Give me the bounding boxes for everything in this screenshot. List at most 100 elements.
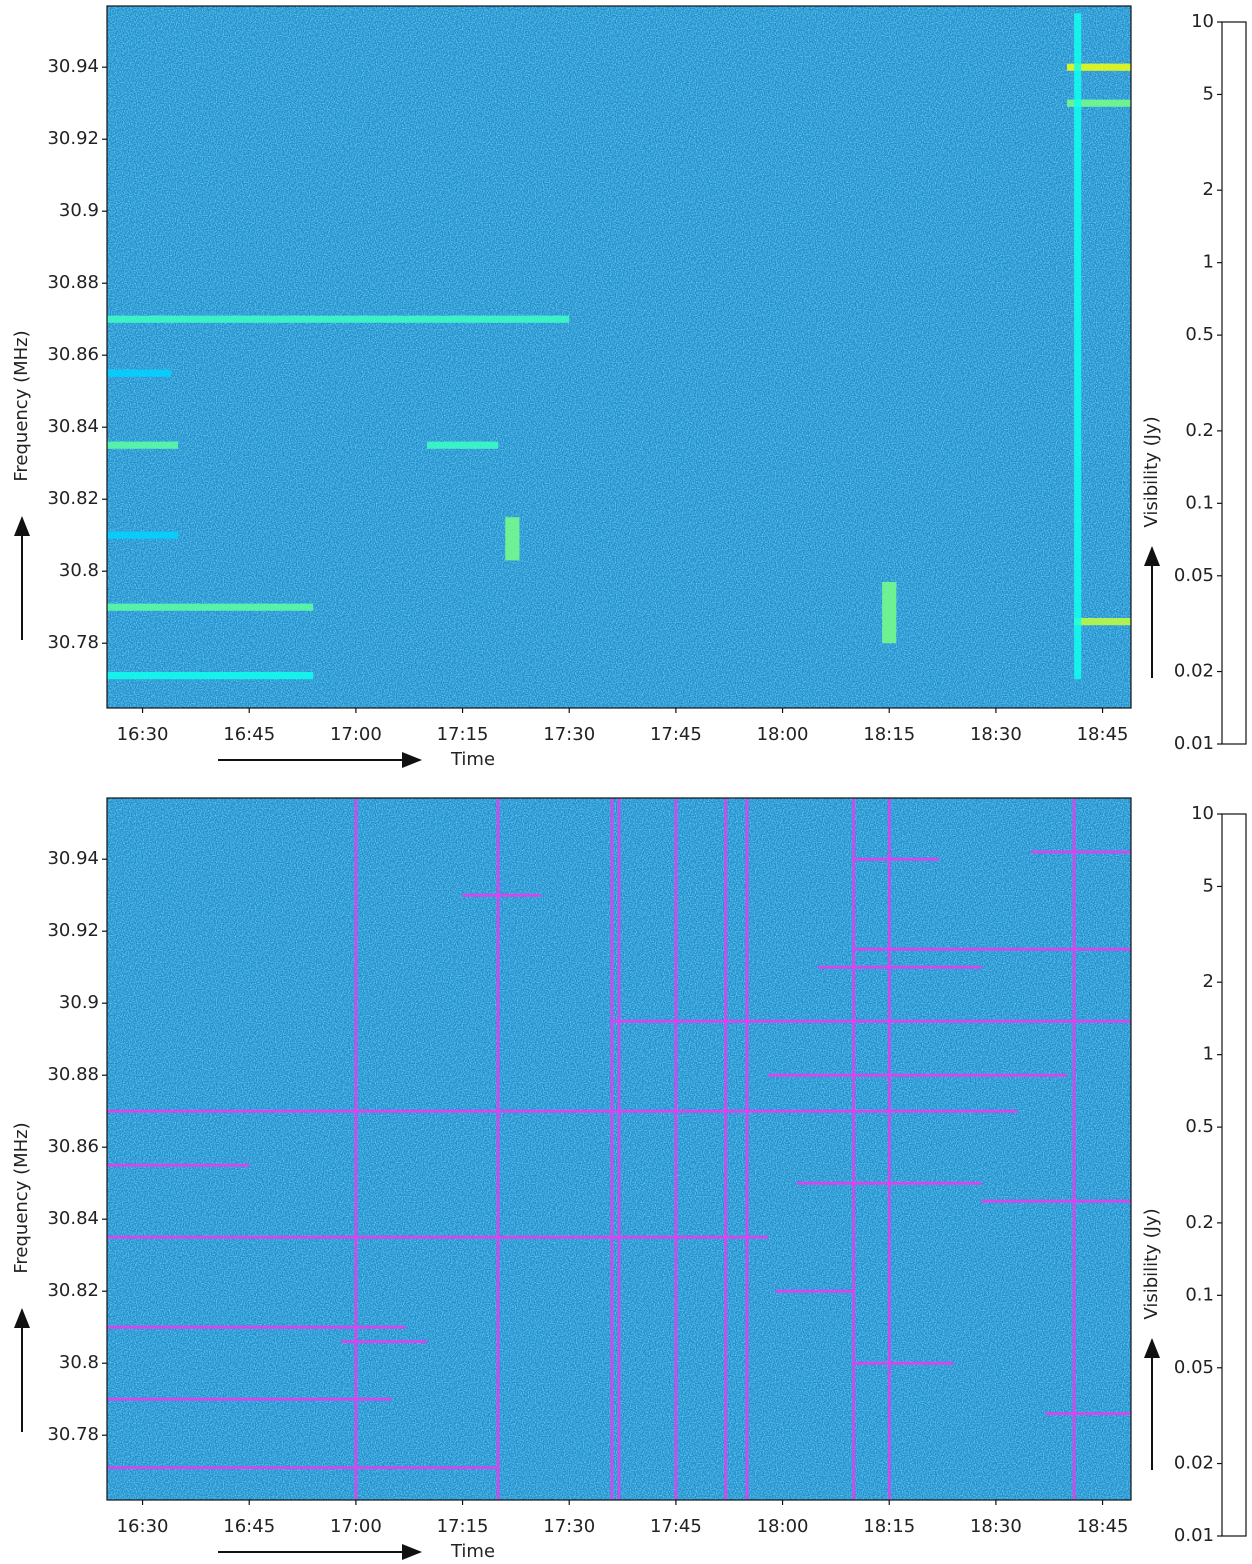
rfi-segment — [107, 369, 171, 377]
y-tick-label: 30.78 — [47, 1424, 99, 1445]
y-tick-label: 30.8 — [59, 1352, 99, 1373]
flagged-time — [496, 798, 500, 1500]
colorbar-tick-label: 0.01 — [1174, 1525, 1214, 1546]
x-tick-label: 16:45 — [223, 1516, 275, 1537]
x-tick-label: 17:30 — [543, 724, 595, 745]
flagged-time — [887, 798, 891, 1500]
flagged-channel — [107, 1325, 406, 1329]
y-tick-label: 30.8 — [59, 560, 99, 581]
colorbar-tick-label: 0.5 — [1185, 1116, 1214, 1137]
colorbar-tick-label: 0.05 — [1174, 1357, 1214, 1378]
heatmap-noise — [107, 6, 1131, 708]
colorbar-tick-label: 0.01 — [1174, 733, 1214, 754]
x-tick-label: 18:15 — [863, 724, 915, 745]
flagged-time — [724, 798, 728, 1500]
x-tick-label: 18:00 — [757, 1516, 809, 1537]
colorbar-tick-label: 0.02 — [1174, 661, 1214, 682]
y-tick-label: 30.94 — [47, 56, 99, 77]
x-tick-label: 16:30 — [117, 724, 169, 745]
y-tick-label: 30.82 — [47, 488, 99, 509]
flagged-time — [674, 798, 678, 1500]
rfi-segment — [107, 315, 570, 323]
x-tick-label: 17:00 — [330, 1516, 382, 1537]
flagged-time — [1072, 798, 1076, 1500]
colorbar-tick-label: 2 — [1203, 971, 1214, 992]
x-tick-label: 17:30 — [543, 1516, 595, 1537]
x-tick-label: 17:15 — [437, 1516, 489, 1537]
rfi-segment — [1074, 618, 1131, 626]
y-tick-label: 30.86 — [47, 344, 99, 365]
y-tick-label: 30.88 — [47, 1064, 99, 1085]
y-tick-label: 30.82 — [47, 1280, 99, 1301]
y-axis-label: Frequency (MHz) — [11, 330, 32, 481]
rfi-segment — [107, 603, 314, 611]
y-tick-label: 30.92 — [47, 920, 99, 941]
y-tick-label: 30.9 — [59, 992, 99, 1013]
x-axis-label: Time — [450, 1541, 495, 1562]
flagged-time — [852, 798, 856, 1500]
flagged-channel — [768, 1073, 1067, 1077]
plot-frame — [106, 5, 1132, 709]
rfi-segment — [882, 582, 897, 644]
flagged-channel — [853, 947, 1131, 951]
colorbar-tick-label: 0.1 — [1185, 1284, 1214, 1305]
rfi-segment — [427, 441, 499, 449]
colorbar-tick-label: 5 — [1203, 83, 1214, 104]
rfi-segment — [505, 517, 520, 561]
colorbar-tick-label: 0.1 — [1185, 492, 1214, 513]
flagged-channel — [107, 1109, 1018, 1113]
flagged-channel — [981, 1199, 1131, 1203]
flagged-channel — [853, 1361, 954, 1365]
x-tick-label: 17:45 — [650, 724, 702, 745]
colorbar-tick-label: 2 — [1203, 179, 1214, 200]
flagged-time — [745, 798, 749, 1500]
plot-frame — [106, 797, 1132, 1501]
flagged-channel — [775, 1289, 854, 1293]
x-axis-label: Time — [450, 749, 495, 770]
y-axis-label: Frequency (MHz) — [11, 1122, 32, 1273]
flagged-channel — [818, 965, 982, 969]
colorbar-tick-label: 0.02 — [1174, 1453, 1214, 1474]
x-tick-label: 16:45 — [223, 724, 275, 745]
y-tick-label: 30.9 — [59, 200, 99, 221]
flagged-channel — [341, 1340, 427, 1344]
colorbar-tick-label: 10 — [1191, 11, 1214, 32]
colorbar-tick-label: 5 — [1203, 875, 1214, 896]
flagged-channel — [796, 1181, 982, 1185]
y-tick-label: 30.88 — [47, 272, 99, 293]
x-tick-label: 17:45 — [650, 1516, 702, 1537]
colorbar-label: Visibility (Jy) — [1141, 1208, 1162, 1319]
rfi-segment — [1074, 13, 1082, 680]
flagged-channel — [462, 893, 541, 897]
colorbar-tick-label: 10 — [1191, 803, 1214, 824]
x-tick-label: 16:30 — [117, 1516, 169, 1537]
y-tick-label: 30.86 — [47, 1136, 99, 1157]
x-tick-label: 18:30 — [970, 724, 1022, 745]
flagged-time — [617, 798, 621, 1500]
flagged-channel — [1045, 1412, 1131, 1416]
x-tick-label: 17:00 — [330, 724, 382, 745]
x-tick-label: 18:30 — [970, 1516, 1022, 1537]
flagged-channel — [611, 1019, 1131, 1023]
flagged-channel — [1031, 850, 1131, 854]
rfi-segment — [107, 441, 179, 449]
rfi-segment — [107, 672, 314, 680]
y-tick-label: 30.84 — [47, 1208, 99, 1229]
rfi-segment — [107, 531, 179, 539]
y-tick-label: 30.84 — [47, 416, 99, 437]
flagged-channel — [107, 1397, 392, 1401]
flagged-time — [354, 798, 358, 1500]
y-tick-label: 30.94 — [47, 848, 99, 869]
x-tick-label: 18:15 — [863, 1516, 915, 1537]
flagged-channel — [107, 1235, 769, 1239]
flagged-channel — [107, 1466, 499, 1470]
colorbar-tick-label: 1 — [1203, 252, 1214, 273]
flagged-time — [610, 798, 614, 1500]
x-tick-label: 18:45 — [1077, 1516, 1129, 1537]
y-tick-label: 30.92 — [47, 128, 99, 149]
colorbar-tick-label: 0.05 — [1174, 565, 1214, 586]
x-tick-label: 18:45 — [1077, 724, 1129, 745]
x-tick-label: 18:00 — [757, 724, 809, 745]
colorbar-tick-label: 0.5 — [1185, 324, 1214, 345]
